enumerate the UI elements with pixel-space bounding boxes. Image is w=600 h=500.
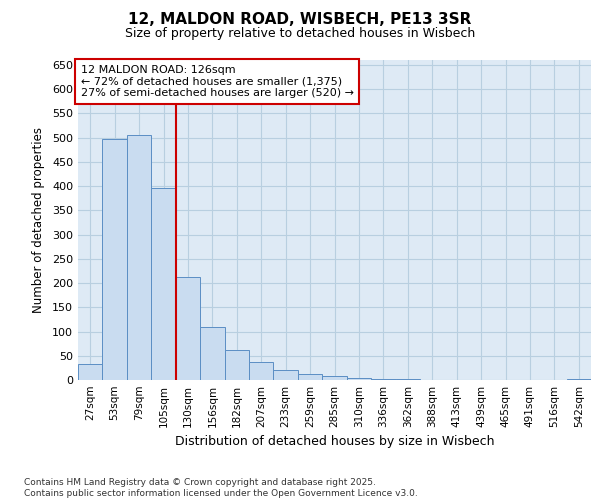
Text: Size of property relative to detached houses in Wisbech: Size of property relative to detached ho…: [125, 28, 475, 40]
Bar: [103, 139, 127, 380]
Bar: [298, 374, 322, 380]
Text: 12 MALDON ROAD: 126sqm
← 72% of detached houses are smaller (1,375)
27% of semi-: 12 MALDON ROAD: 126sqm ← 72% of detached…: [80, 65, 353, 98]
Bar: [78, 364, 103, 380]
Bar: [322, 376, 347, 380]
Bar: [249, 362, 274, 380]
Y-axis label: Number of detached properties: Number of detached properties: [32, 127, 45, 313]
Bar: [151, 188, 176, 380]
Bar: [200, 326, 224, 380]
X-axis label: Distribution of detached houses by size in Wisbech: Distribution of detached houses by size …: [175, 436, 494, 448]
Text: Contains HM Land Registry data © Crown copyright and database right 2025.
Contai: Contains HM Land Registry data © Crown c…: [24, 478, 418, 498]
Bar: [566, 378, 591, 380]
Bar: [127, 135, 151, 380]
Text: 12, MALDON ROAD, WISBECH, PE13 3SR: 12, MALDON ROAD, WISBECH, PE13 3SR: [128, 12, 472, 28]
Bar: [395, 379, 420, 380]
Bar: [224, 350, 249, 380]
Bar: [347, 378, 371, 380]
Bar: [176, 276, 200, 380]
Bar: [371, 378, 395, 380]
Bar: [274, 370, 298, 380]
